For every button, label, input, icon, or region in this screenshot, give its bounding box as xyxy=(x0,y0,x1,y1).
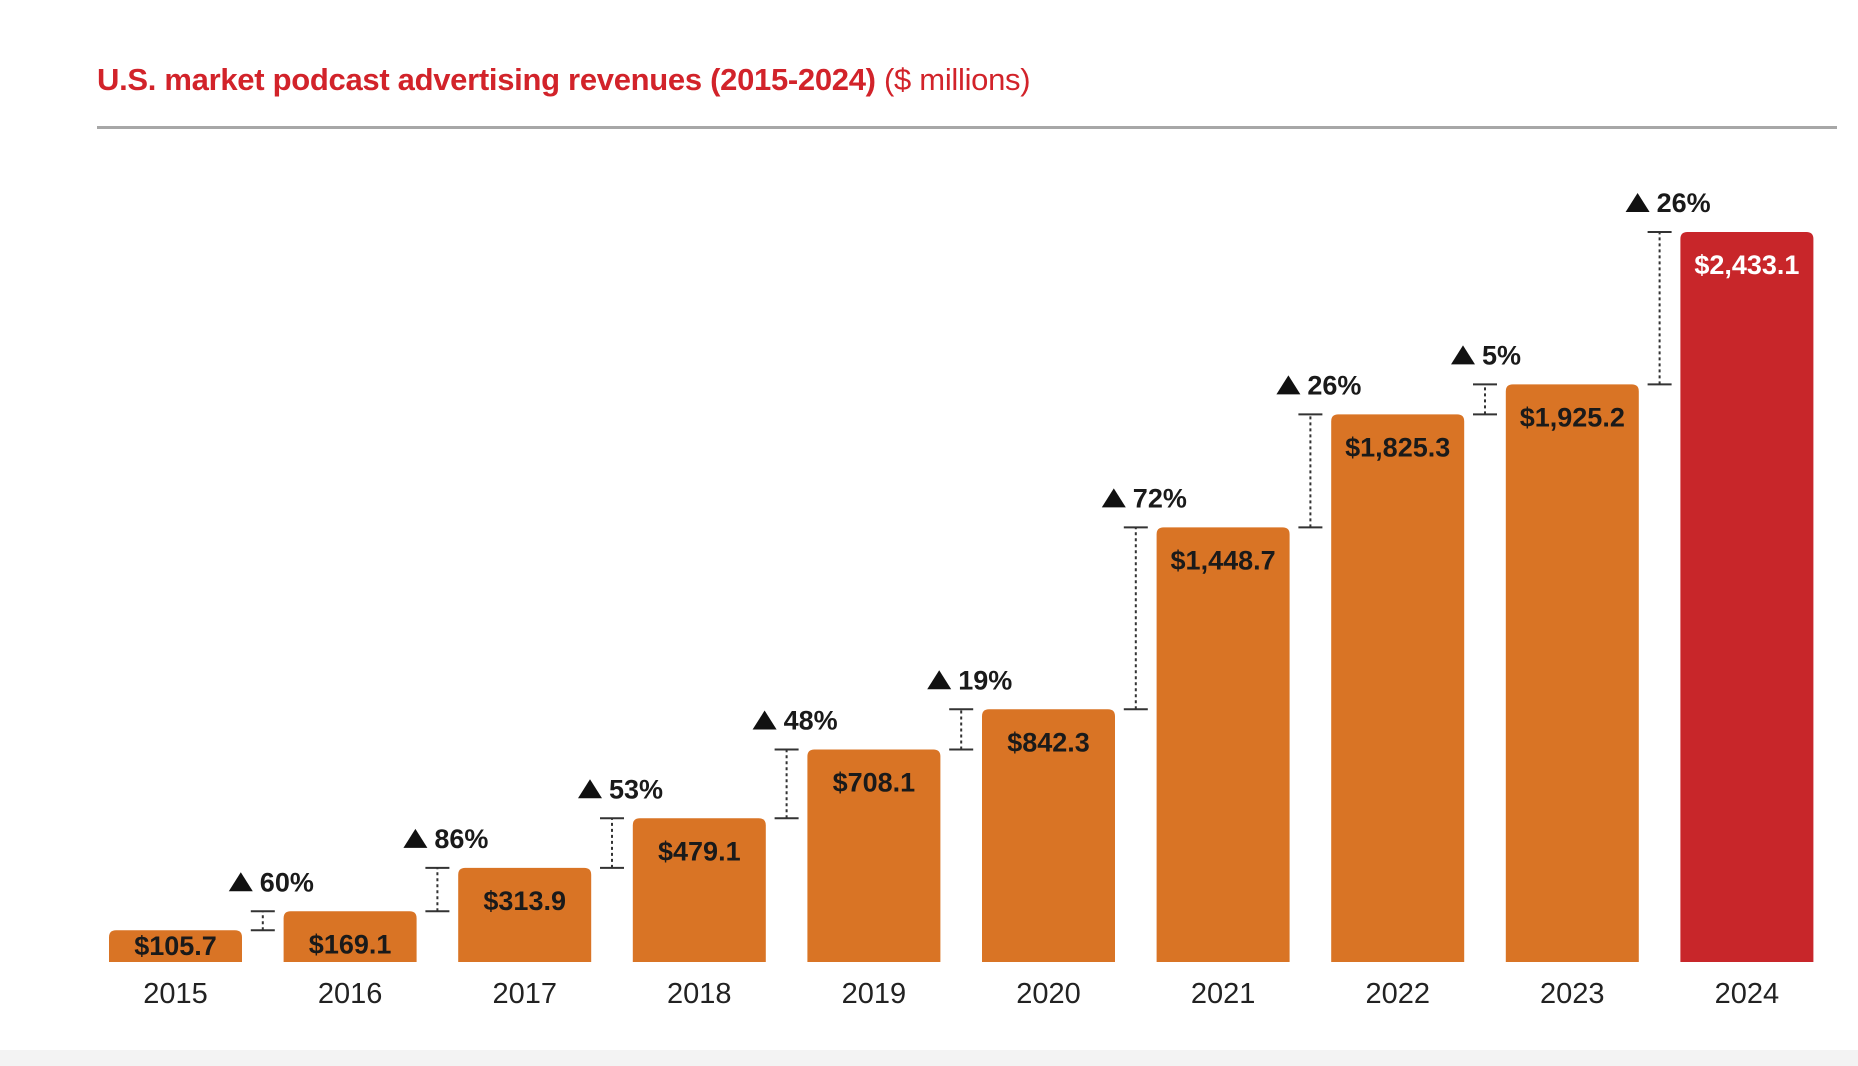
growth-label-2017: 86% xyxy=(434,824,488,854)
up-triangle-icon xyxy=(1451,345,1475,365)
bar-value-label-2019: $708.1 xyxy=(833,768,916,798)
x-tick-2021: 2021 xyxy=(1191,978,1256,1010)
bars-group xyxy=(109,232,1814,962)
growth-label-2016: 60% xyxy=(260,867,314,897)
x-tick-2024: 2024 xyxy=(1715,978,1780,1010)
x-tick-2016: 2016 xyxy=(318,978,383,1010)
bar-labels-group: $105.7 $169.1 $313.9 $479.1 $708.1 $842.3 $1,4… xyxy=(134,250,1799,961)
x-tick-2022: 2022 xyxy=(1365,978,1430,1010)
chart-title-block: U.S. market podcast advertising revenues… xyxy=(97,62,1031,98)
x-axis-ticks: 2015 2016 2017 2018 2019 2020 2021 2022 2023 2024 xyxy=(143,978,1779,1010)
x-tick-2015: 2015 xyxy=(143,978,208,1010)
growth-label-2022: 26% xyxy=(1307,370,1361,400)
up-triangle-icon xyxy=(1276,375,1301,395)
bar-2023 xyxy=(1505,384,1639,962)
x-tick-2020: 2020 xyxy=(1016,978,1081,1010)
up-triangle-icon xyxy=(578,779,602,799)
title-divider xyxy=(97,126,1837,129)
growth-connector-2018 xyxy=(600,817,624,869)
bar-value-label-2024: $2,433.1 xyxy=(1694,250,1799,280)
growth-label-2020: 19% xyxy=(958,665,1012,695)
bar-value-label-2021: $1,448.7 xyxy=(1171,545,1276,575)
growth-label-2024: 26% xyxy=(1657,188,1711,218)
chart-title: U.S. market podcast advertising revenues… xyxy=(97,62,876,97)
growth-connector-2024 xyxy=(1647,231,1672,386)
bar-2024 xyxy=(1680,232,1814,962)
up-triangle-icon xyxy=(1101,488,1126,508)
footer-band xyxy=(0,1050,1858,1066)
growth-connector-2019 xyxy=(774,748,799,820)
up-triangle-icon xyxy=(1625,193,1650,212)
growth-labels-group: 60% 86% 53% 48% 19% 72% 26% 5% 26% xyxy=(228,188,1711,897)
growth-connector-2023 xyxy=(1473,383,1497,416)
bar-2018 xyxy=(632,818,766,962)
bar-value-label-2016: $169.1 xyxy=(309,929,392,959)
up-triangle-icon xyxy=(752,710,777,730)
x-tick-2019: 2019 xyxy=(842,978,907,1010)
bar-value-label-2015: $105.7 xyxy=(134,931,217,961)
x-tick-2017: 2017 xyxy=(492,978,557,1010)
bar-2022 xyxy=(1331,414,1465,962)
growth-connector-2022 xyxy=(1298,413,1323,529)
up-triangle-icon xyxy=(927,670,952,690)
growth-label-2023: 5% xyxy=(1482,340,1521,370)
bar-value-label-2022: $1,825.3 xyxy=(1345,432,1450,462)
x-tick-2018: 2018 xyxy=(667,978,732,1010)
bar-2021 xyxy=(1156,527,1290,962)
growth-connector-2017 xyxy=(425,866,450,913)
up-triangle-icon xyxy=(228,872,253,892)
bar-value-label-2017: $313.9 xyxy=(483,886,566,916)
bar-value-label-2018: $479.1 xyxy=(658,836,741,866)
bar-value-label-2023: $1,925.2 xyxy=(1520,402,1625,432)
growth-connector-2020 xyxy=(949,708,974,751)
bar-2019 xyxy=(807,749,941,962)
growth-connectors-group xyxy=(250,231,1672,932)
growth-connector-2021 xyxy=(1123,526,1148,711)
growth-label-2019: 48% xyxy=(784,706,838,736)
growth-connector-2016 xyxy=(250,910,275,932)
bar-2016 xyxy=(283,911,417,962)
growth-label-2018: 53% xyxy=(609,774,663,804)
bar-value-label-2020: $842.3 xyxy=(1007,727,1090,757)
up-triangle-icon xyxy=(403,828,428,848)
x-tick-2023: 2023 xyxy=(1540,978,1605,1010)
bar-2017 xyxy=(458,867,592,962)
growth-label-2021: 72% xyxy=(1133,483,1187,513)
bar-2020 xyxy=(982,709,1115,962)
bar-2015 xyxy=(109,930,242,962)
chart-title-unit: ($ millions) xyxy=(884,62,1031,97)
